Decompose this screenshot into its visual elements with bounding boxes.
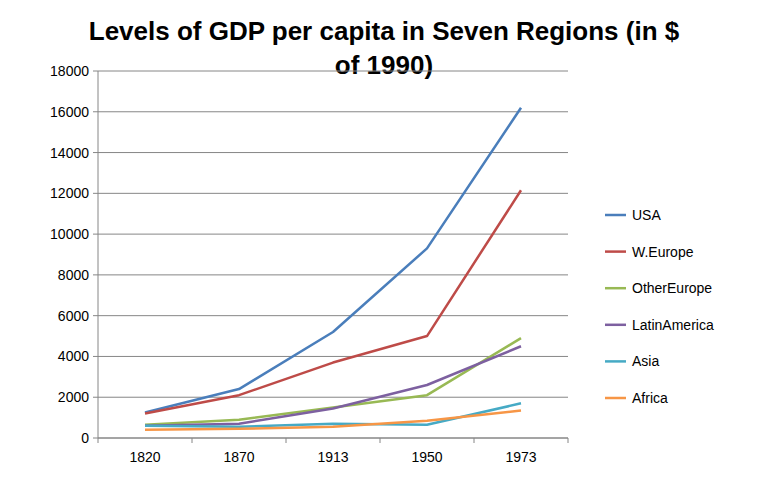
grid-line [98, 438, 568, 439]
y-tick-label: 10000 [50, 226, 89, 242]
x-tick-label: 1950 [411, 449, 442, 465]
x-tick [568, 438, 569, 443]
x-tick [474, 438, 475, 443]
series-line [145, 190, 521, 413]
legend-label: Africa [632, 390, 668, 406]
y-tick-label: 14000 [50, 145, 89, 161]
legend: USA W.Europe OtherEurope LatinAmerica Asia Af… [605, 207, 714, 406]
series-line [145, 108, 521, 413]
y-tick-label: 8000 [58, 267, 89, 283]
legend-swatch [605, 287, 626, 290]
series-line [145, 338, 521, 425]
legend-label: W.Europe [632, 244, 694, 260]
grid [93, 71, 568, 438]
legend-swatch [605, 324, 626, 327]
y-tick [93, 193, 98, 194]
grid-line [98, 315, 568, 316]
y-axis [98, 71, 99, 438]
x-tick-label: 1870 [223, 449, 254, 465]
legend-swatch [605, 360, 626, 363]
title-line: of 1990) [335, 50, 433, 80]
title-line: Levels of GDP per capita in Seven Region… [89, 16, 680, 46]
series-lines [145, 108, 521, 430]
y-tick [93, 274, 98, 275]
y-tick-label: 18000 [50, 63, 89, 79]
grid-line [98, 397, 568, 398]
x-tick [98, 438, 99, 443]
series-line [145, 410, 521, 429]
legend-label: LatinAmerica [632, 317, 714, 333]
y-tick [93, 152, 98, 153]
y-tick-label: 4000 [58, 348, 89, 364]
series-line [145, 346, 521, 426]
legend-swatch [605, 214, 626, 217]
x-tick [192, 438, 193, 443]
x-tick-label: 1820 [129, 449, 160, 465]
y-tick [93, 315, 98, 316]
y-tick-label: 6000 [58, 308, 89, 324]
y-tick [93, 234, 98, 235]
y-tick-label: 16000 [50, 104, 89, 120]
grid-line [98, 71, 568, 72]
y-tick [93, 438, 98, 439]
series-line [145, 403, 521, 426]
y-tick [93, 71, 98, 72]
legend-label: Asia [632, 353, 659, 369]
chart-container: Levels of GDP per capita in Seven Region… [0, 0, 768, 494]
grid-line [98, 274, 568, 275]
chart-svg: Levels of GDP per capita in Seven Region… [0, 0, 768, 494]
legend-label: USA [632, 207, 661, 223]
legend-swatch [605, 250, 626, 253]
y-tick [93, 356, 98, 357]
y-tick-label: 12000 [50, 185, 89, 201]
x-tick-label: 1913 [317, 449, 348, 465]
x-tick [380, 438, 381, 443]
legend-swatch [605, 397, 626, 400]
y-tick-label: 0 [81, 430, 89, 446]
x-axis [98, 438, 568, 439]
grid-line [98, 234, 568, 235]
x-tick [286, 438, 287, 443]
y-tick [93, 397, 98, 398]
grid-line [98, 111, 568, 112]
chart-title: Levels of GDP per capita in Seven Region… [89, 16, 680, 80]
x-tick-label: 1973 [505, 449, 536, 465]
legend-label: OtherEurope [632, 280, 712, 296]
grid-line [98, 193, 568, 194]
grid-line [98, 152, 568, 153]
y-tick [93, 111, 98, 112]
y-tick-label: 2000 [58, 389, 89, 405]
